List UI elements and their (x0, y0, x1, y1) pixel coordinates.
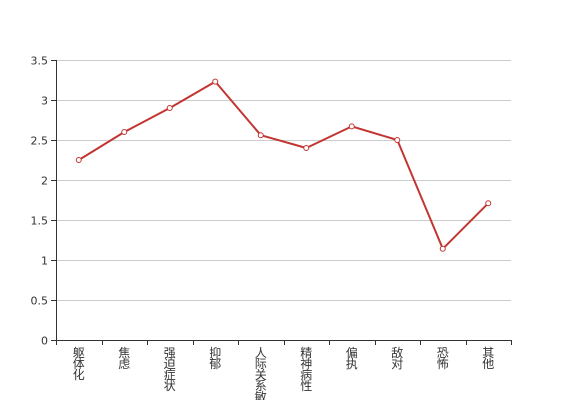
data-point (394, 137, 401, 143)
y-tick-label: 1.5 (31, 215, 49, 228)
x-tick-label: 躯体化 (73, 345, 85, 382)
y-tick-label: 2.5 (31, 135, 49, 148)
x-tick-label: 其他 (482, 346, 494, 371)
axes (51, 60, 512, 345)
data-point (75, 157, 82, 163)
y-tick-label: 0.5 (31, 295, 49, 308)
x-tick-label: 恐怖 (437, 346, 449, 371)
data-point (166, 105, 173, 111)
x-tick-label: 焦虑 (118, 346, 130, 371)
y-tick-label: 3 (41, 95, 48, 108)
data-point (485, 200, 492, 207)
x-tick-labels: 躯体化 焦虑 强迫症状 抑郁 人际关系敏感 精神病性 偏执 敌对 恐怖 其他 (73, 345, 495, 400)
series-line (78, 80, 490, 250)
data-point (303, 145, 310, 151)
y-tick-label: 3.5 (31, 55, 49, 68)
grid-lines (56, 60, 511, 301)
data-point (257, 132, 264, 139)
series-layer (75, 78, 492, 252)
y-tick-label: 1 (41, 255, 48, 268)
x-tick-label: 人际关系敏感 (255, 346, 267, 400)
x-tick-label: 精神病性 (300, 346, 312, 393)
x-tick-label: 敌对 (391, 345, 403, 371)
x-tick-label: 强迫症状 (164, 346, 176, 393)
x-tick-label: 抑郁 (209, 345, 221, 371)
data-point (439, 245, 446, 252)
data-point (212, 78, 219, 85)
data-point (348, 123, 355, 130)
y-tick-labels: 0 0.5 1 1.5 2 2.5 3 3.5 (31, 55, 49, 348)
data-point (121, 129, 128, 135)
y-tick-label: 0 (41, 335, 48, 348)
y-tick-label: 2 (41, 175, 48, 188)
x-tick-label: 偏执 (346, 345, 358, 371)
